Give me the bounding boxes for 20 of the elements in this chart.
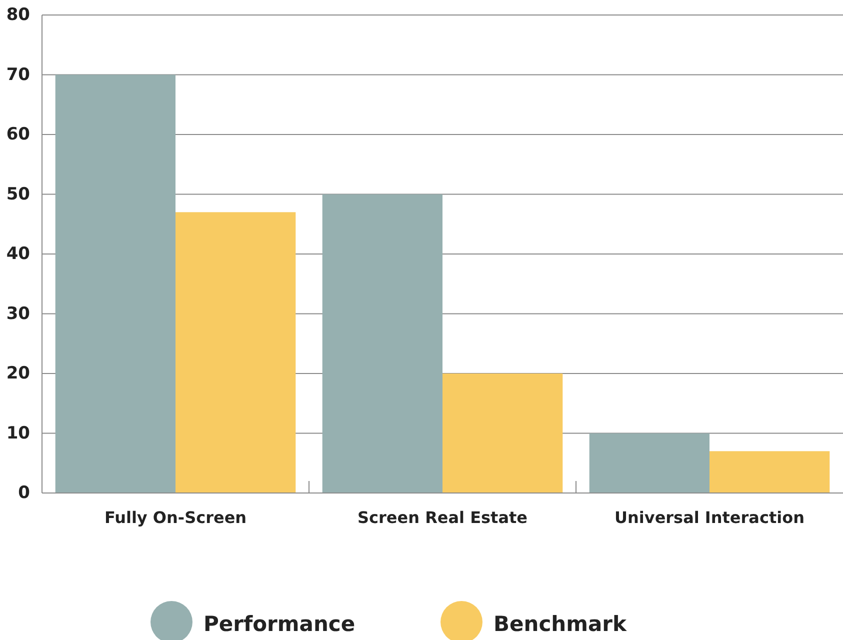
y-tick-label: 70: [6, 64, 30, 85]
y-tick-label: 60: [6, 124, 30, 144]
bar: [322, 194, 442, 493]
bar: [55, 74, 176, 493]
y-tick-label: 20: [6, 364, 30, 384]
y-tick-label: 30: [6, 304, 30, 324]
y-tick-label: 0: [18, 483, 30, 503]
legend-label: Benchmark: [494, 612, 628, 636]
bar: [589, 433, 710, 493]
x-tick-label: Universal Interaction: [614, 508, 804, 527]
bar: [710, 451, 830, 493]
bar: [176, 212, 296, 493]
x-tick-label: Screen Real Estate: [358, 508, 528, 527]
x-tick-label: Fully On-Screen: [104, 508, 247, 527]
bar: [442, 374, 563, 493]
legend-label: Performance: [204, 612, 356, 636]
y-tick-label: 10: [6, 423, 30, 444]
y-tick-label: 50: [6, 184, 30, 204]
y-tick-label: 80: [6, 5, 30, 25]
y-tick-label: 40: [6, 244, 30, 264]
